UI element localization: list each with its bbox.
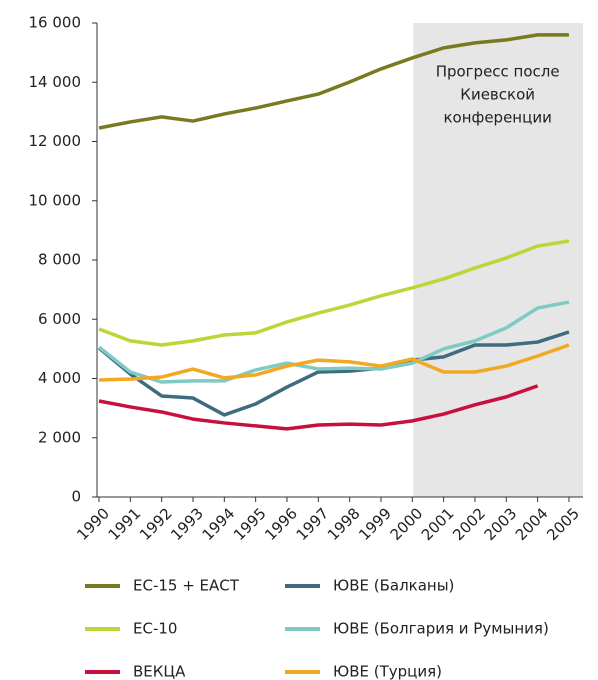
- x-tick-label: 2003: [481, 504, 521, 544]
- x-tick-label: 1997: [293, 504, 333, 544]
- legend-label: ЕС-15 + ЕАСТ: [133, 577, 240, 595]
- x-tick-label: 1990: [73, 504, 113, 544]
- annotation: Прогресс после: [436, 63, 560, 81]
- series-line: [98, 33, 569, 130]
- y-tick-label: 2 000: [38, 428, 81, 446]
- x-tick-label: 1992: [136, 504, 176, 544]
- x-tick-label: 2002: [449, 504, 489, 544]
- series-line: [98, 343, 570, 382]
- y-tick-label: 4 000: [38, 369, 81, 387]
- y-tick-label: 10 000: [29, 191, 82, 209]
- y-tick-label: 12 000: [29, 132, 82, 150]
- x-tick-label: 1999: [355, 504, 395, 544]
- legend-label: ЕС-10: [133, 620, 177, 638]
- legend-label: ЮВЕ (Балканы): [333, 577, 454, 595]
- annotation: Киевской: [460, 86, 535, 104]
- y-tick-label: 14 000: [29, 73, 82, 91]
- series-line: [98, 384, 539, 431]
- x-tick-label: 1998: [324, 504, 364, 544]
- x-tick-label: 1996: [261, 504, 301, 544]
- y-tick-label: 0: [71, 488, 81, 506]
- x-tick-label: 1994: [199, 504, 239, 544]
- x-tick-label: 2004: [512, 504, 552, 544]
- x-tick-label: 2001: [418, 504, 458, 544]
- y-tick-label: 8 000: [38, 251, 81, 269]
- x-tick-label: 1995: [230, 504, 270, 544]
- x-tick-label: 1991: [105, 504, 145, 544]
- x-tick-label: 2000: [387, 504, 427, 544]
- series-line: [98, 239, 570, 347]
- annotation: конференции: [443, 109, 551, 127]
- series-line: [97, 300, 570, 384]
- x-tick-label: 1993: [167, 504, 207, 544]
- y-tick-label: 16 000: [29, 14, 82, 32]
- x-tick-label: 2005: [543, 504, 583, 544]
- legend-label: ВЕКЦА: [133, 663, 186, 680]
- legend-label: ЮВЕ (Турция): [333, 663, 442, 680]
- y-tick-label: 6 000: [38, 310, 81, 328]
- legend-label: ЮВЕ (Болгария и Румыния): [333, 620, 549, 638]
- series-line: [97, 330, 570, 417]
